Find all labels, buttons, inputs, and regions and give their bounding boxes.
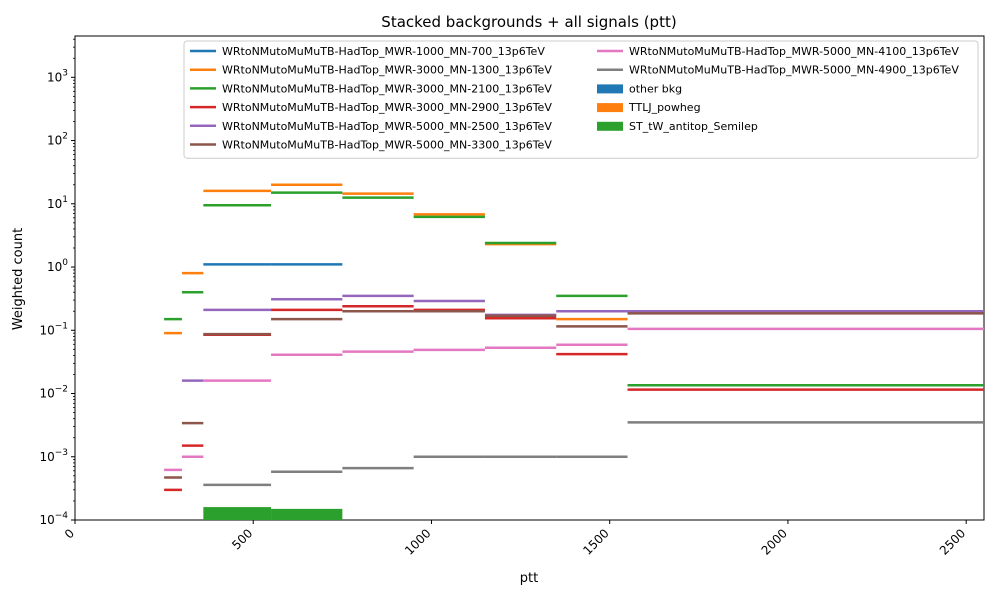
y-tick-label: 10−2 (39, 385, 68, 401)
x-axis-label: ptt (520, 571, 538, 586)
legend-item: TTLJ_powheg (597, 101, 701, 114)
y-tick-label: 10−1 (39, 321, 68, 337)
chart-title: Stacked backgrounds + all signals (ptt) (381, 13, 676, 31)
legend-item: WRtoNMutoMuMuTB-HadTop_MWR-3000_MN-2100_… (190, 82, 552, 95)
plot-frame (74, 35, 985, 521)
legend-item: WRtoNMutoMuMuTB-HadTop_MWR-3000_MN-1300_… (190, 64, 552, 77)
legend-patch-swatch (597, 121, 623, 131)
y-tick-label: 102 (47, 132, 68, 148)
legend-item: WRtoNMutoMuMuTB-HadTop_MWR-5000_MN-4900_… (597, 64, 959, 77)
y-tick-label: 101 (47, 195, 68, 211)
legend-label: other bkg (629, 82, 682, 95)
legend-label: TTLJ_powheg (628, 101, 701, 114)
legend-item: WRtoNMutoMuMuTB-HadTop_MWR-5000_MN-4100_… (597, 45, 959, 58)
series-line (203, 421, 984, 487)
background-bar (203, 507, 272, 520)
legend-patch-swatch (597, 103, 623, 113)
legend-label: WRtoNMutoMuMuTB-HadTop_MWR-3000_MN-1300_… (222, 64, 552, 77)
legend-label: WRtoNMutoMuMuTB-HadTop_MWR-5000_MN-4100_… (629, 45, 959, 58)
legend-item: WRtoNMutoMuMuTB-HadTop_MWR-5000_MN-2500_… (190, 120, 552, 133)
series-line (164, 183, 628, 335)
x-tick-label: 2500 (937, 526, 968, 557)
stacked-background-bars (203, 507, 343, 520)
legend-item: other bkg (597, 82, 682, 95)
legend-label: WRtoNMutoMuMuTB-HadTop_MWR-5000_MN-4900_… (629, 64, 959, 77)
y-axis-ticks: 10−4 10−3 10−2 10−1 100 101 102 103 (39, 38, 75, 527)
series-line (181, 294, 984, 382)
x-tick-label: 500 (229, 526, 255, 552)
series-line (164, 309, 984, 479)
y-tick-label: 100 (47, 258, 68, 274)
x-tick-label: 1500 (580, 526, 611, 557)
y-tick-label: 103 (47, 68, 68, 84)
background-bar (271, 508, 343, 520)
legend-label: ST_tW_antitop_Semilep (629, 120, 758, 133)
legend-item: WRtoNMutoMuMuTB-HadTop_MWR-3000_MN-2900_… (190, 101, 552, 114)
legend-patch-swatch (597, 84, 623, 94)
legend-label: WRtoNMutoMuMuTB-HadTop_MWR-3000_MN-2100_… (222, 82, 552, 95)
signal-series (164, 183, 984, 492)
y-tick-label: 10−3 (39, 448, 68, 464)
series-line (164, 327, 984, 472)
legend-label: WRtoNMutoMuMuTB-HadTop_MWR-1000_MN-700_1… (222, 45, 545, 58)
y-axis-label: Weighted count (11, 228, 26, 330)
series-line (164, 191, 984, 387)
legend: WRtoNMutoMuMuTB-HadTop_MWR-1000_MN-700_1… (183, 40, 979, 159)
legend-box (183, 40, 979, 159)
legend-item: WRtoNMutoMuMuTB-HadTop_MWR-5000_MN-3300_… (190, 139, 552, 152)
legend-label: WRtoNMutoMuMuTB-HadTop_MWR-3000_MN-2900_… (222, 101, 552, 114)
plot-area (74, 35, 985, 521)
x-tick-label: 1000 (402, 526, 433, 557)
series-line (164, 304, 984, 492)
legend-label: WRtoNMutoMuMuTB-HadTop_MWR-5000_MN-3300_… (222, 139, 552, 152)
legend-item: ST_tW_antitop_Semilep (597, 120, 758, 133)
x-tick-label: 0 (62, 526, 77, 541)
legend-item: WRtoNMutoMuMuTB-HadTop_MWR-1000_MN-700_1… (190, 45, 545, 58)
legend-label: WRtoNMutoMuMuTB-HadTop_MWR-5000_MN-2500_… (222, 120, 552, 133)
x-tick-label: 2000 (759, 526, 790, 557)
y-tick-label: 10−4 (39, 511, 68, 527)
x-axis-ticks: 0 500 1000 1500 2000 2500 (62, 520, 968, 558)
